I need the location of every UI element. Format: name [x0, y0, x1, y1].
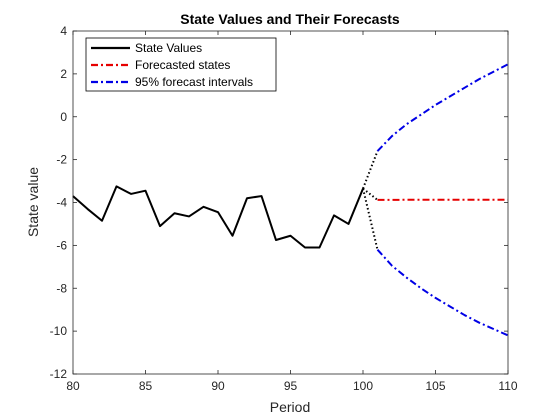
- x-axis-label: Period: [270, 399, 310, 415]
- chart-title: State Values and Their Forecasts: [180, 11, 400, 27]
- x-tick-label: 105: [425, 379, 445, 393]
- y-tick-label: -10: [50, 324, 68, 338]
- y-axis-label: State value: [25, 167, 41, 237]
- y-tick-label: 4: [60, 24, 67, 38]
- series-line-state-values: [72, 185, 364, 249]
- series-line-interval-lower: [376, 248, 509, 337]
- y-tick-label: -12: [50, 367, 68, 381]
- axes-layer: 80 85 90 95 100 105 110 -12 -10 -8 -6 -4 -2 0 2 4: [50, 24, 518, 393]
- legend-label-forecast-intervals: 95% forecast intervals: [135, 75, 253, 89]
- series-layer: [72, 63, 509, 337]
- y-tick-label: -6: [56, 238, 67, 252]
- legend-label-forecasted-states: Forecasted states: [135, 58, 230, 72]
- legend: State Values Forecasted states 95% forec…: [85, 37, 277, 92]
- connector-line-2: [362, 188, 379, 250]
- x-tick-label: 90: [211, 379, 225, 393]
- y-tick-label: 2: [60, 67, 67, 81]
- connector-line-0: [362, 187, 379, 201]
- y-tick-label: -4: [56, 196, 67, 210]
- series-line-interval-upper: [376, 63, 509, 152]
- x-tick-label: 95: [284, 379, 298, 393]
- y-tick-label: 0: [60, 110, 67, 124]
- x-tick-label: 85: [139, 379, 153, 393]
- x-tick-label: 110: [498, 379, 517, 393]
- connector-line-1: [362, 150, 379, 189]
- x-tick-label: 100: [353, 379, 373, 393]
- y-tick-label: -2: [56, 153, 67, 167]
- legend-label-state-values: State Values: [135, 41, 202, 55]
- y-tick-label: -8: [56, 281, 67, 295]
- x-tick-label: 80: [66, 379, 80, 393]
